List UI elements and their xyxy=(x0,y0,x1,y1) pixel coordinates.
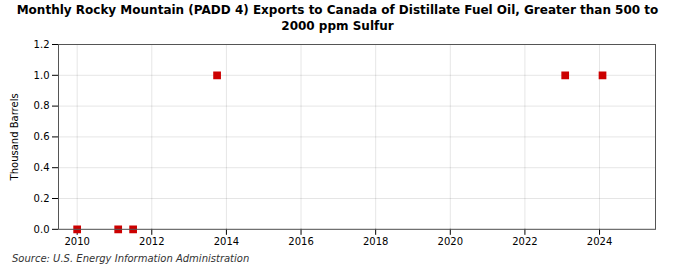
svg-text:2014: 2014 xyxy=(214,237,239,248)
html-text:Monthly Rocky Mountain (PADD 4: Monthly Rocky Mountain (PADD 4) Exports … xyxy=(16,3,659,33)
svg-text:1.2: 1.2 xyxy=(34,39,50,50)
svg-text:0.2: 0.2 xyxy=(34,193,50,204)
svg-text:2020: 2020 xyxy=(438,237,463,248)
svg-text:2018: 2018 xyxy=(363,237,388,248)
svg-text:Thousand Barrels: Thousand Barrels xyxy=(9,94,20,182)
svg-text:0.8: 0.8 xyxy=(34,100,50,111)
svg-text:2024: 2024 xyxy=(587,237,612,248)
svg-text:2012: 2012 xyxy=(139,237,164,248)
svg-text:2022: 2022 xyxy=(512,237,537,248)
svg-text:2016: 2016 xyxy=(288,237,313,248)
svg-text:2010: 2010 xyxy=(64,237,89,248)
html-text:Source: U.S. Energy Informatio: Source: U.S. Energy Information Administ… xyxy=(12,253,250,264)
svg-text:0.0: 0.0 xyxy=(34,224,50,235)
svg-text:0.6: 0.6 xyxy=(34,131,50,142)
svg-text:1.0: 1.0 xyxy=(34,70,50,81)
svg-text:0.4: 0.4 xyxy=(34,162,50,173)
